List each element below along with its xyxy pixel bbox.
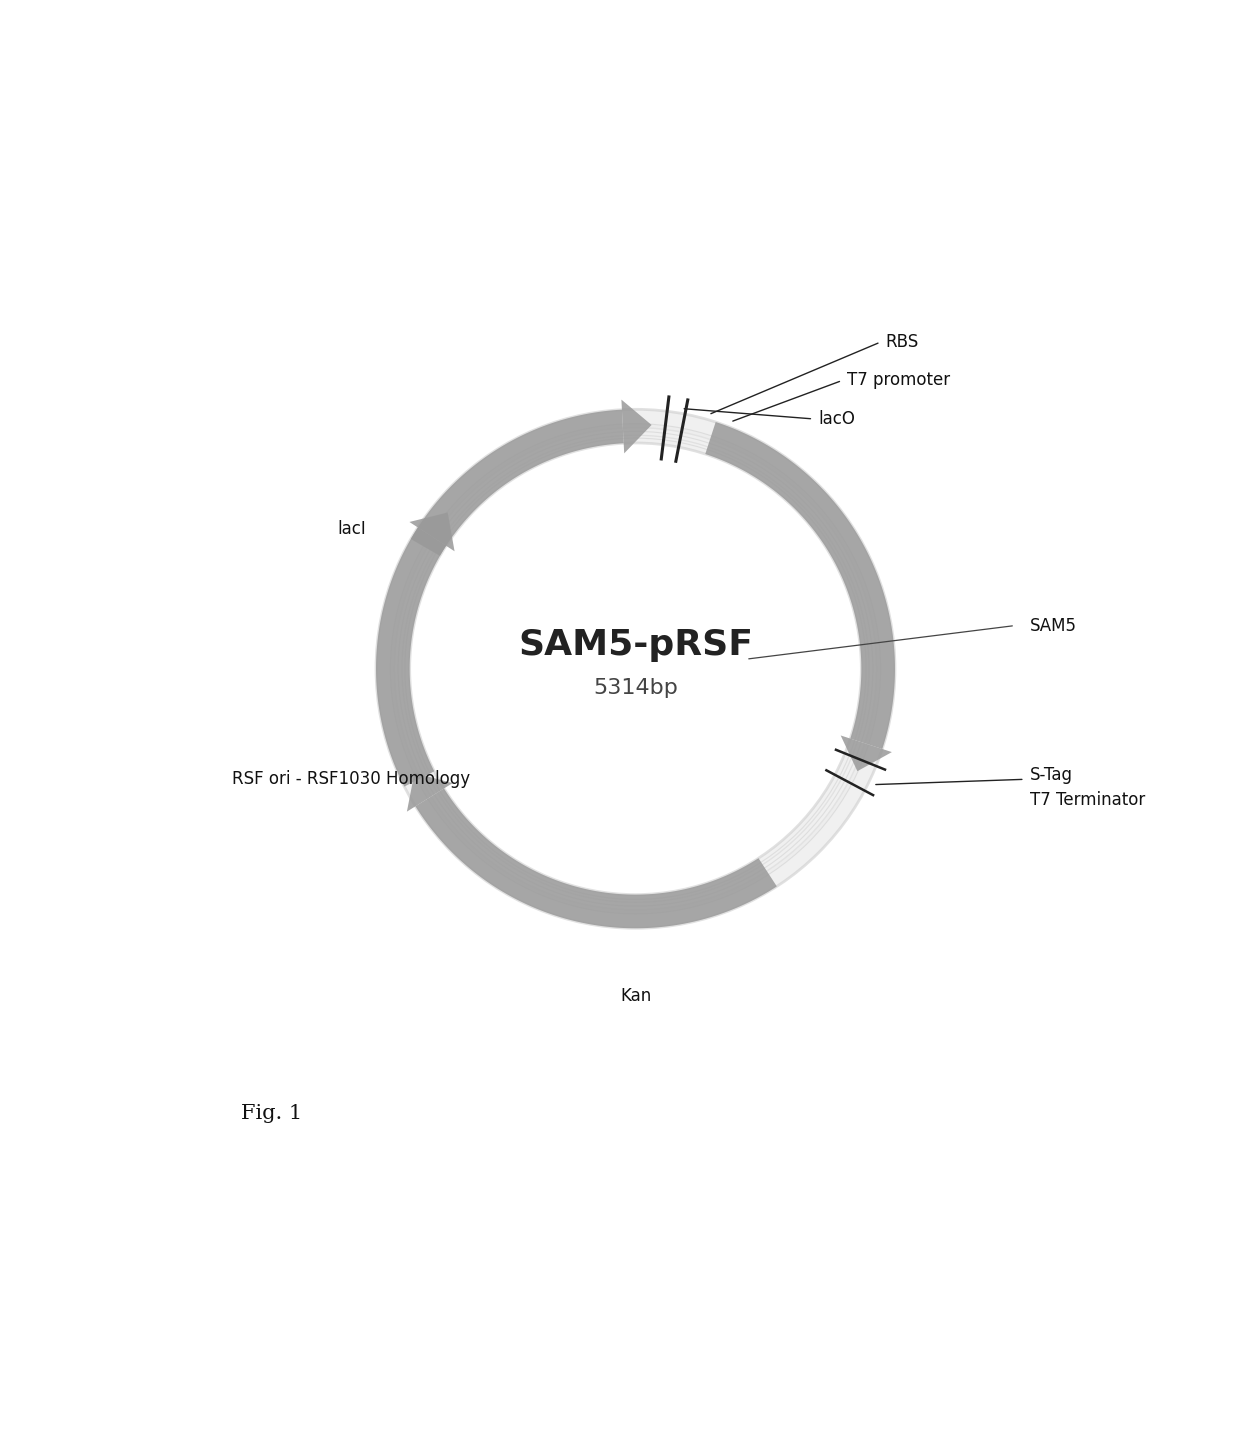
Polygon shape <box>621 400 651 453</box>
Text: lacI: lacI <box>337 520 367 539</box>
Polygon shape <box>376 527 446 786</box>
Text: 5314bp: 5314bp <box>593 677 678 697</box>
Text: Fig. 1: Fig. 1 <box>242 1105 303 1123</box>
Text: RSF ori - RSF1030 Homology: RSF ori - RSF1030 Homology <box>232 770 470 789</box>
Text: Kan: Kan <box>620 986 651 1005</box>
Circle shape <box>413 446 858 892</box>
Polygon shape <box>841 736 892 772</box>
Text: RBS: RBS <box>885 333 919 352</box>
Polygon shape <box>415 789 776 929</box>
Text: T7 Terminator: T7 Terminator <box>1029 790 1145 809</box>
Polygon shape <box>409 513 455 552</box>
Text: SAM5-pRSF: SAM5-pRSF <box>518 627 753 662</box>
Polygon shape <box>407 773 453 812</box>
Polygon shape <box>410 410 624 556</box>
Polygon shape <box>706 422 895 749</box>
Polygon shape <box>376 409 895 929</box>
Text: T7 promoter: T7 promoter <box>847 372 950 390</box>
Text: S-Tag: S-Tag <box>1029 766 1073 783</box>
Text: SAM5: SAM5 <box>1029 616 1076 634</box>
Text: lacO: lacO <box>818 410 854 427</box>
